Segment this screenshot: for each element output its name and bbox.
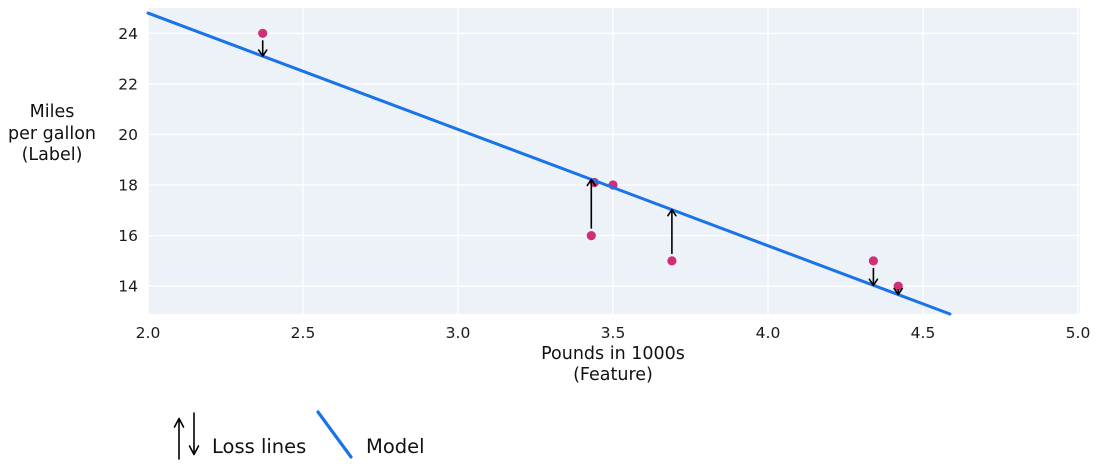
data-point [586,231,596,241]
y-axis-label-line: (Label) [21,145,83,165]
data-point [868,256,879,266]
x-axis-label: Pounds in 1000s (Feature) [541,344,685,385]
legend-label-model: Model [366,435,425,458]
legend-label-loss-lines: Loss lines [212,435,307,458]
data-point [258,28,268,38]
y-tick-label: 18 [118,177,138,195]
model-line-glyph [316,410,353,459]
y-tick-label: 16 [118,227,138,245]
x-tick-label: 2.0 [136,324,161,342]
x-tick-label: 3.5 [601,324,626,342]
model-line [146,11,952,316]
data-point [667,256,677,266]
x-tick-label: 4.0 [756,324,781,342]
y-tick-label: 24 [118,25,138,43]
x-axis-label-line: (Feature) [573,364,653,385]
y-tick-label: 22 [118,75,138,93]
up-arrowhead-icon [173,417,185,428]
y-tick-label: 14 [118,278,138,296]
down-arrowhead-icon [188,445,200,456]
y-axis-label-line: per gallon [8,123,96,144]
model-line-icon [316,410,353,459]
y-axis-label: Miles per gallon (Label) [4,102,100,167]
y-tick-label: 20 [118,126,138,144]
x-tick-label: 4.5 [911,324,936,342]
x-tick-label: 2.5 [291,324,316,342]
x-tick-label: 3.0 [446,324,471,342]
plot-area [148,8,1080,314]
loss-lines-icon [173,412,200,460]
x-tick-label: 5.0 [1066,324,1091,342]
y-axis-label-line: Miles [29,102,75,122]
x-axis-label-line: Pounds in 1000s [541,344,685,364]
